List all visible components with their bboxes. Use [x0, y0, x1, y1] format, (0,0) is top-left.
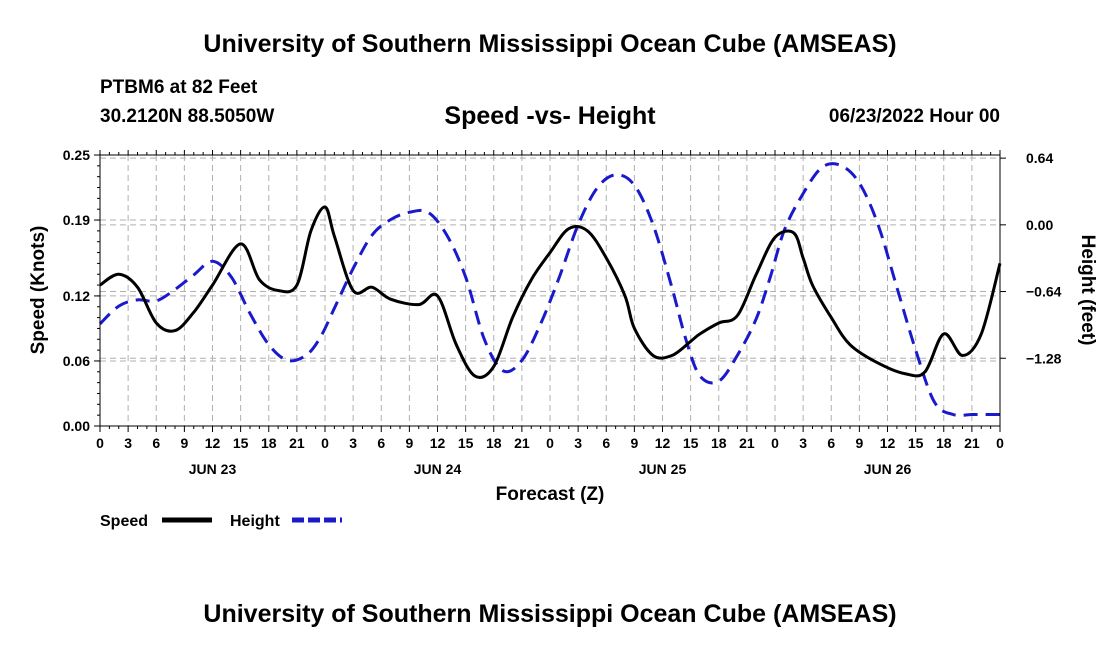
x-tick-label: 0 — [321, 435, 329, 451]
y2-tick-label: 0.64 — [1026, 150, 1053, 166]
x-tick-label: 18 — [936, 435, 952, 451]
x-tick-label: 9 — [630, 435, 638, 451]
y2-tick-label: −0.64 — [1026, 284, 1062, 300]
y2-axis-label: Height (feet) — [1077, 235, 1098, 346]
x-tick-label: 0 — [771, 435, 779, 451]
y-axis-label: Speed (Knots) — [28, 226, 49, 355]
date-label: JUN 26 — [864, 461, 912, 477]
x-tick-label: 3 — [574, 435, 582, 451]
x-tick-label: 12 — [205, 435, 221, 451]
legend-speed-label: Speed — [100, 513, 148, 530]
x-tick-label: 12 — [655, 435, 671, 451]
y2-tick-label: −1.28 — [1026, 350, 1062, 366]
x-tick-label: 21 — [739, 435, 755, 451]
legend: Speed Height — [100, 513, 342, 530]
y-tick-label: 0.00 — [63, 418, 90, 434]
y2-tick-label: 0.00 — [1026, 217, 1053, 233]
speed-series-line — [99, 205, 1002, 379]
date-label: JUN 23 — [189, 461, 237, 477]
x-tick-label: 6 — [152, 435, 160, 451]
x-axis-label: Forecast (Z) — [496, 484, 605, 505]
series-layer — [98, 162, 1002, 417]
x-tick-label: 21 — [514, 435, 530, 451]
x-tick-label: 12 — [880, 435, 896, 451]
station-name: PTBM6 at 82 Feet — [100, 77, 258, 98]
x-tick-label: 0 — [546, 435, 554, 451]
x-tick-label: 9 — [180, 435, 188, 451]
height-series-line — [98, 162, 1000, 417]
x-tick-label: 18 — [711, 435, 727, 451]
x-tick-label: 6 — [377, 435, 385, 451]
y-tick-label: 0.19 — [63, 212, 90, 228]
x-tick-label: 3 — [349, 435, 357, 451]
x-tick-label: 15 — [683, 435, 699, 451]
x-tick-label: 6 — [827, 435, 835, 451]
chart-datetime: 06/23/2022 Hour 00 — [828, 106, 1000, 127]
date-label: JUN 24 — [414, 461, 462, 477]
station-coords: 30.2120N 88.5050W — [100, 106, 275, 127]
y-tick-label: 0.12 — [63, 288, 90, 304]
x-tick-label: 15 — [458, 435, 474, 451]
y-tick-label: 0.06 — [63, 353, 90, 369]
main-title: University of Southern Mississippi Ocean… — [203, 30, 897, 58]
x-tick-label: 15 — [908, 435, 924, 451]
x-tick-label: 9 — [855, 435, 863, 451]
axes: 0 3 6 9 12 15 18 21 0 3 6 9 12 15 18 21 0 3 6 9 12 15 18 21 0 3 6 9… — [63, 147, 1062, 477]
x-tick-label: 3 — [799, 435, 807, 451]
x-tick-label: 15 — [233, 435, 249, 451]
y-tick-label: 0.25 — [63, 147, 90, 163]
x-tick-label: 3 — [124, 435, 132, 451]
legend-height-label: Height — [230, 513, 280, 530]
date-label: JUN 25 — [639, 461, 687, 477]
grid — [100, 155, 1000, 426]
x-tick-label: 0 — [996, 435, 1004, 451]
x-tick-label: 21 — [289, 435, 305, 451]
x-tick-label: 9 — [405, 435, 413, 451]
chart-title: Speed -vs- Height — [444, 102, 656, 130]
x-tick-label: 12 — [430, 435, 446, 451]
x-tick-label: 21 — [964, 435, 980, 451]
x-tick-label: 0 — [96, 435, 104, 451]
x-tick-label: 18 — [261, 435, 277, 451]
x-tick-label: 6 — [602, 435, 610, 451]
x-tick-label: 18 — [486, 435, 502, 451]
footer-title: University of Southern Mississippi Ocean… — [203, 600, 897, 628]
